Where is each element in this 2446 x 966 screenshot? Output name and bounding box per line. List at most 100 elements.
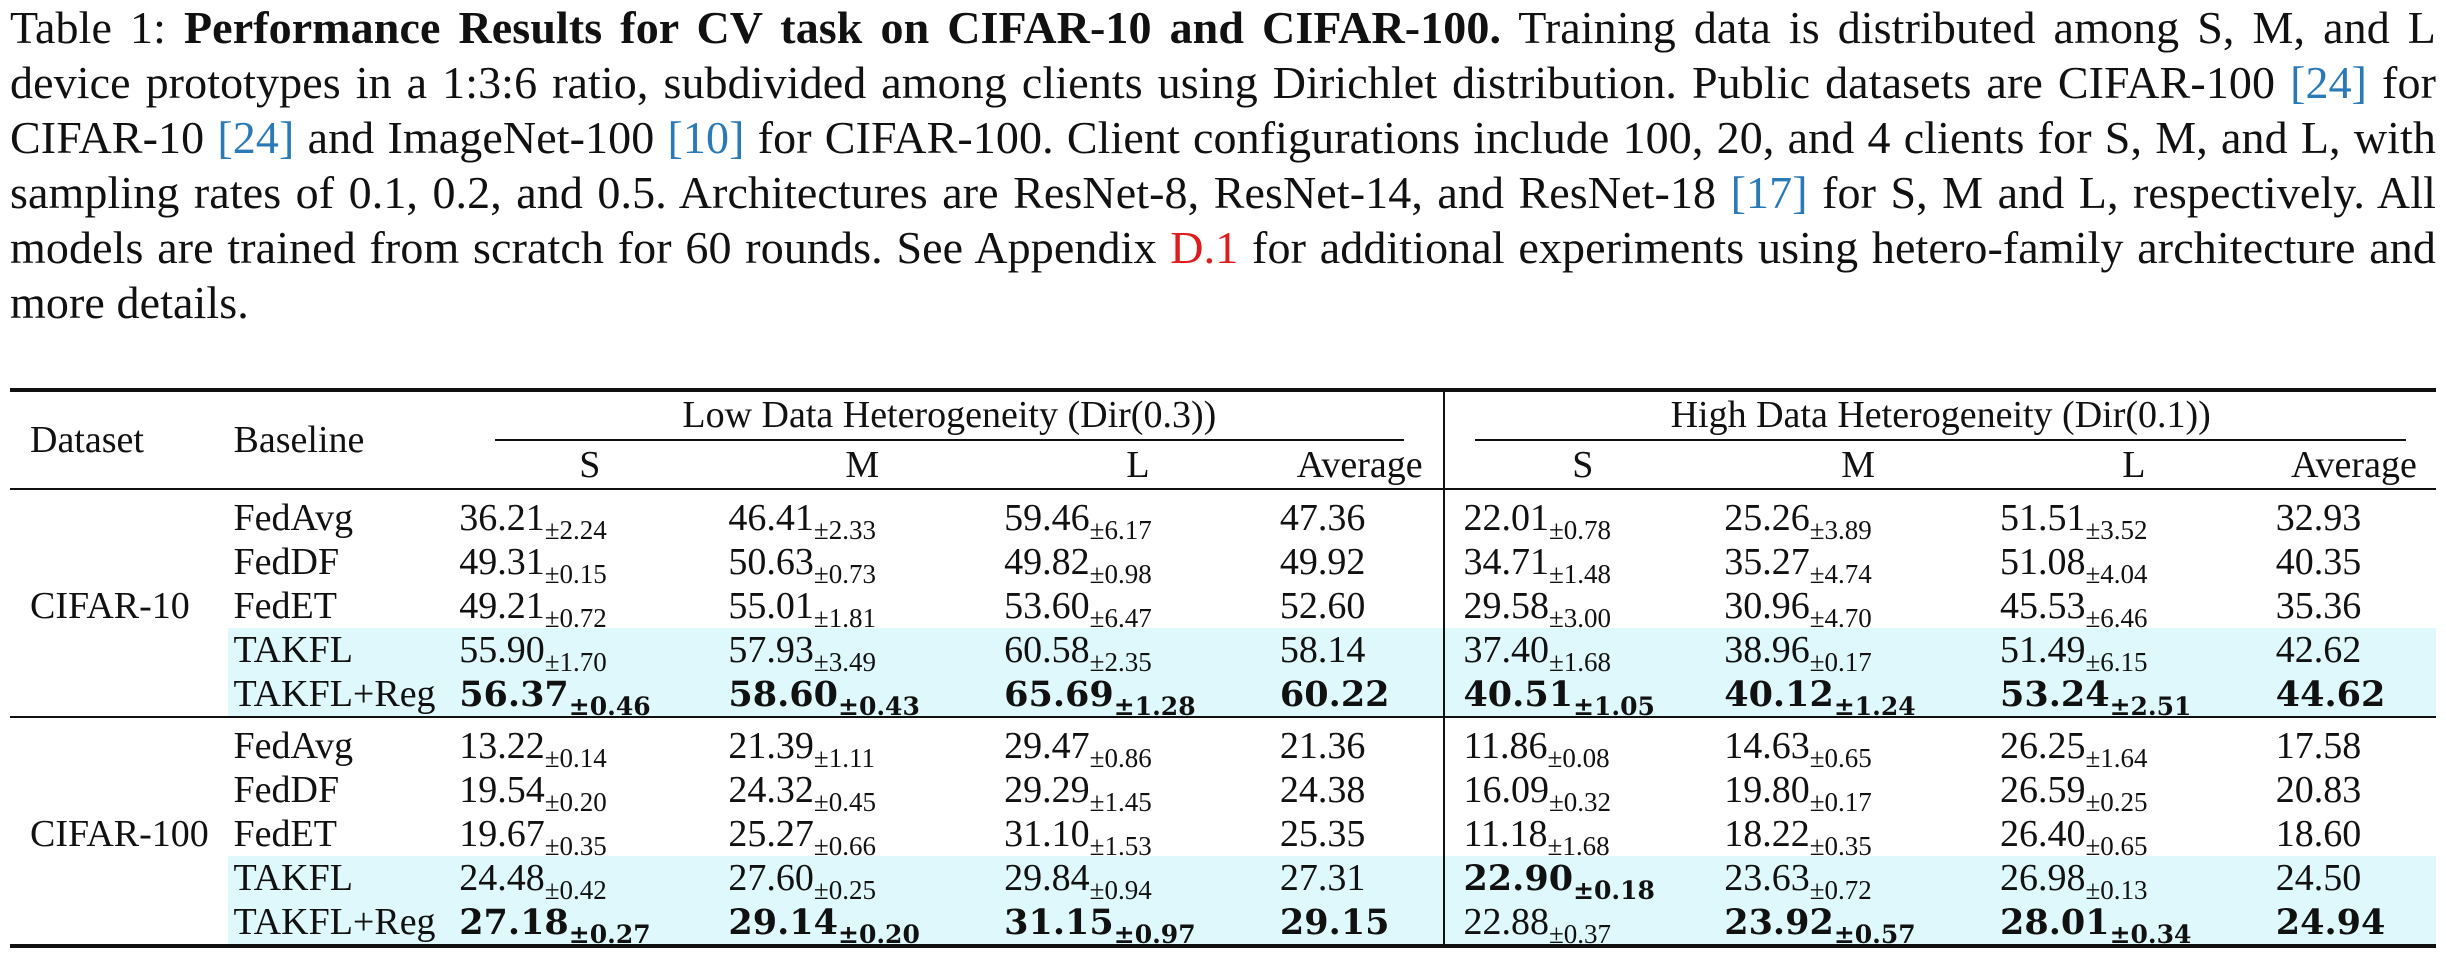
results-table-body: CIFAR-10 FedAvg 36.21±2.24 46.41±2.33 59.46±… [10,489,2436,949]
average-cell: 27.31 [1275,856,1445,900]
score-value: 34.71 [1463,541,1549,583]
score-cell: 16.09±0.32 [1443,768,1721,817]
score-cell: 21.39±1.11 [724,717,1000,773]
col-header-l: L [2122,444,2146,486]
score-cell: 55.90±1.70 [455,628,725,677]
average-cell: 58.14 [1275,628,1445,672]
score-cell: 26.59±0.25 [1996,768,2272,817]
col-header-average: Average [2290,444,2417,486]
baseline-cell: TAKFL [227,856,456,900]
score-value: 29.47 [1004,725,1090,767]
score-value: 51.49 [1999,629,2086,671]
score-value: 25.27 [728,813,814,855]
score-std: ±1.81 [813,603,876,633]
score-value: 38.96 [1724,629,1810,671]
score-std: ±0.15 [544,559,607,589]
results-table-container: Dataset Baseline Low Data Heterogeneity … [10,388,2436,949]
table-row: FedET 19.67±0.35 25.27±0.66 31.10±1.53 25.35… [10,812,2436,861]
score-cell: 45.53±6.46 [1996,584,2272,633]
score-value: 51.08 [1999,541,2086,583]
score-value: 24.32 [728,769,814,811]
col-header-average: Average [1296,444,1423,486]
score-cell: 19.54±0.20 [455,768,724,817]
citation-link[interactable]: [24] [217,112,295,163]
score-std: ±0.98 [1089,559,1152,589]
baseline-cell: FedET [233,813,337,855]
score-value: 31.10 [1004,813,1090,855]
table-row: CIFAR-10 FedAvg 36.21±2.24 46.41±2.33 59.46±… [10,489,2436,627]
citation-link[interactable]: [17] [1730,167,1808,218]
score-std: ±0.46 [568,692,651,721]
score-value: 49.21 [459,585,545,627]
score-value: 24.48 [459,857,545,899]
header-row-columns: S M L Average S M L Average [10,442,2436,489]
score-value: 26.59 [1999,769,2086,811]
score-value: 55.01 [728,585,814,627]
score-cell: 29.84±0.94 [1000,856,1276,905]
score-cell: 25.27±0.66 [724,812,1000,861]
score-std: ±0.94 [1089,875,1152,905]
score-cell: 29.29±1.45 [1000,768,1276,817]
score-value: 14.63 [1724,725,1810,767]
score-cell: 35.27±4.74 [1720,540,1996,589]
score-std: ±0.20 [544,787,607,817]
score-cell: 27.60±0.25 [724,856,1001,905]
score-value: 18.22 [1724,813,1810,855]
baseline-cell: TAKFL+Reg [227,672,456,717]
score-std: ±6.46 [2085,603,2148,633]
citation-link[interactable]: [10] [667,112,745,163]
citation-link[interactable]: [24] [2290,57,2368,108]
score-value: 65.69 [1004,674,1114,715]
score-cell: 27.18±0.27 [455,900,725,949]
score-value: 60.58 [1004,629,1090,671]
score-value: 37.40 [1463,629,1549,671]
score-value: 26.98 [1999,857,2086,899]
score-cell: 56.37±0.46 [455,672,725,721]
average-cell: 32.93 [2275,497,2362,539]
score-std: ±0.25 [813,875,876,905]
score-std: ±0.86 [1089,743,1152,773]
score-cell: 19.80±0.17 [1720,768,1996,817]
caption-text: Training data is distributed among S, M,… [10,2,2436,108]
average-cell: 35.36 [2275,585,2362,627]
score-std: ±6.15 [2085,647,2148,677]
score-std: ±0.34 [2109,920,2192,949]
score-std: ±0.65 [1809,743,1872,773]
table-row: TAKFL 55.90±1.70 57.93±3.49 60.58±2.35 58.14… [10,628,2436,677]
score-cell: 37.40±1.68 [1443,628,1721,677]
score-cell: 26.25±1.64 [1996,717,2272,773]
score-cell: 23.92±0.57 [1720,900,1996,949]
table-caption: Table 1: Performance Results for CV task… [10,0,2436,330]
score-std: ±0.35 [544,831,607,861]
header-low-label: Low Data Heterogeneity (Dir(0.3)) [494,393,1404,441]
average-cell: 60.22 [1275,672,1445,717]
score-std: ±0.43 [838,692,920,721]
score-value: 25.26 [1724,497,1810,539]
score-value: 55.90 [459,629,545,671]
score-value: 40.12 [1724,674,1834,715]
score-value: 49.82 [1004,541,1090,583]
score-value: 28.01 [1999,902,2110,943]
score-cell: 40.51±1.05 [1443,672,1721,721]
score-cell: 51.51±3.52 [1996,489,2272,545]
table-row: TAKFL+Reg 27.18±0.27 29.14±0.20 31.15±0.97 2… [10,900,2436,949]
score-std: ±1.68 [1548,647,1612,677]
score-value: 19.54 [459,769,545,811]
score-value: 56.37 [459,674,569,715]
score-std: ±3.00 [1548,603,1612,633]
appendix-link[interactable]: D.1 [1170,222,1239,273]
score-value: 29.58 [1463,585,1549,627]
col-header-m: M [1841,444,1875,486]
table-row: CIFAR-100 FedAvg 13.22±0.14 21.39±1.11 29.47… [10,717,2436,855]
score-std: ±3.89 [1809,515,1872,545]
score-std: ±6.17 [1089,515,1152,545]
score-std: ±0.14 [544,743,607,773]
score-cell: 23.63±0.72 [1720,856,1996,905]
score-cell: 31.10±1.53 [1000,812,1276,861]
col-header-l: L [1126,444,1150,486]
score-std: ±0.08 [1547,743,1610,773]
score-value: 29.14 [728,902,838,943]
score-cell: 53.60±6.47 [1000,584,1276,633]
score-std: ±2.35 [1089,647,1152,677]
score-std: ±0.78 [1548,515,1612,545]
